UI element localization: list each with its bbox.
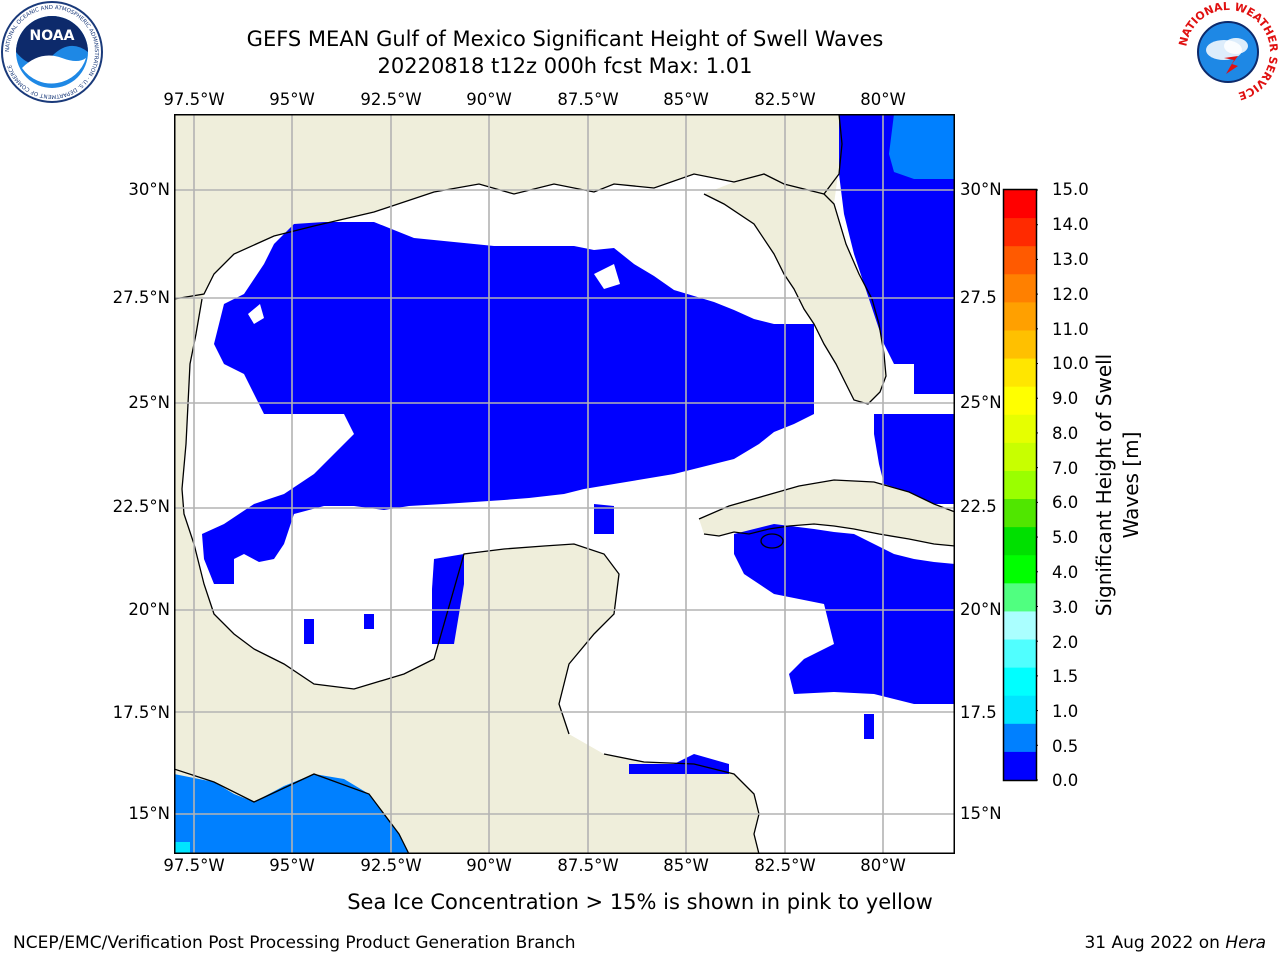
colorbar-segment bbox=[1004, 751, 1036, 781]
colorbar-segment bbox=[1004, 470, 1036, 500]
lat-label: 22.5°N bbox=[112, 497, 170, 516]
colorbar-segment bbox=[1004, 414, 1036, 444]
colorbar-label-line1: Significant Height of Swell bbox=[1092, 353, 1116, 617]
colorbar-tick-label: 0.0 bbox=[1052, 771, 1079, 790]
colorbar-segment bbox=[1004, 723, 1036, 753]
coastlines bbox=[174, 114, 955, 854]
lat-label: 20°N bbox=[128, 600, 170, 619]
colorbar-tick-label: 9.0 bbox=[1052, 389, 1079, 408]
swell-atlantic-high bbox=[889, 114, 955, 179]
colorbar-segment bbox=[1004, 274, 1036, 303]
lon-label: 95°W bbox=[269, 90, 315, 109]
colorbar-segment bbox=[1004, 667, 1036, 697]
colorbar-segment bbox=[1004, 695, 1036, 725]
lon-label: 82.5°W bbox=[754, 856, 816, 875]
colorbar-segment bbox=[1004, 555, 1036, 584]
nws-logo-icon: NATIONAL WEATHER SERVICE bbox=[1176, 0, 1280, 103]
footer-date-text: 31 Aug 2022 on bbox=[1084, 933, 1220, 953]
colorbar-tick-label: 5.0 bbox=[1052, 528, 1079, 547]
lat-label: 25°N bbox=[128, 393, 170, 412]
colorbar-segment bbox=[1004, 583, 1036, 613]
colorbar-segment bbox=[1004, 302, 1036, 332]
colorbar-segment bbox=[1004, 246, 1036, 275]
colorbar-tick-label: 7.0 bbox=[1052, 459, 1079, 478]
colorbar-tick-label: 6.0 bbox=[1052, 493, 1079, 512]
footer-host: Hera bbox=[1225, 933, 1266, 953]
lat-label: 27.5°N bbox=[112, 288, 170, 307]
colorbar-frame bbox=[1002, 188, 1038, 782]
graticule bbox=[174, 114, 955, 854]
colorbar-segment bbox=[1004, 442, 1036, 472]
colorbar-tick-label: 14.0 bbox=[1052, 215, 1089, 234]
lon-label: 97.5°W bbox=[163, 856, 225, 875]
lat-label: 30°N bbox=[960, 180, 1002, 199]
colorbar-label-line2: Waves [m] bbox=[1119, 431, 1143, 539]
lat-label: 17.5°N bbox=[112, 703, 170, 722]
lat-label: 30°N bbox=[128, 180, 170, 199]
lat-label: 15°N bbox=[128, 804, 170, 823]
lat-label: 22.5 bbox=[960, 497, 997, 516]
lon-label: 80°W bbox=[860, 90, 906, 109]
colorbar-tick-label: 11.0 bbox=[1052, 320, 1089, 339]
colorbar-segment bbox=[1004, 527, 1036, 556]
lon-label: 80°W bbox=[860, 856, 906, 875]
colorbar-label: Significant Height of Swell Waves [m] bbox=[1091, 354, 1145, 616]
colorbar-segment bbox=[1004, 330, 1036, 360]
lon-label: 87.5°W bbox=[557, 856, 619, 875]
lat-label: 20°N bbox=[960, 600, 1002, 619]
colorbar-tick-label: 3.0 bbox=[1052, 598, 1079, 617]
colorbar-tick-label: 1.0 bbox=[1052, 702, 1079, 721]
lat-label: 15°N bbox=[960, 804, 1002, 823]
map-plot bbox=[174, 114, 955, 854]
colorbar-segment bbox=[1004, 386, 1036, 416]
colorbar-tick-label: 8.0 bbox=[1052, 424, 1079, 443]
colorbar-tick-label: 13.0 bbox=[1052, 250, 1089, 269]
sea-ice-caption: Sea Ice Concentration > 15% is shown in … bbox=[347, 890, 933, 914]
lon-label: 90°W bbox=[466, 90, 512, 109]
lon-label: 92.5°W bbox=[360, 856, 422, 875]
footer-date: 31 Aug 2022 on Hera bbox=[1084, 933, 1266, 953]
noaa-logo-text: NOAA bbox=[30, 28, 75, 44]
lon-label: 87.5°W bbox=[557, 90, 619, 109]
map-frame bbox=[174, 114, 955, 854]
land-florida bbox=[704, 114, 886, 404]
colorbar-segment bbox=[1004, 218, 1036, 247]
colorbar-tick-label: 15.0 bbox=[1052, 180, 1089, 199]
colorbar bbox=[1002, 188, 1038, 782]
colorbar-segment bbox=[1004, 190, 1036, 219]
lon-label: 90°W bbox=[466, 856, 512, 875]
land-mainland-west bbox=[174, 114, 824, 854]
lon-label: 97.5°W bbox=[163, 90, 225, 109]
colorbar-tick-label: 10.0 bbox=[1052, 354, 1089, 373]
colorbar-segment bbox=[1004, 639, 1036, 669]
lon-label: 92.5°W bbox=[360, 90, 422, 109]
chart-title: GEFS MEAN Gulf of Mexico Significant Hei… bbox=[246, 27, 884, 51]
lon-label: 85°W bbox=[663, 856, 709, 875]
lat-label: 17.5 bbox=[960, 703, 997, 722]
footer-credit: NCEP/EMC/Verification Post Processing Pr… bbox=[13, 933, 576, 953]
colorbar-tick-label: 2.0 bbox=[1052, 633, 1079, 652]
colorbar-tick-label: 4.0 bbox=[1052, 563, 1079, 582]
lat-label: 27.5 bbox=[960, 288, 997, 307]
colorbar-segment bbox=[1004, 499, 1036, 528]
lat-label: 25°N bbox=[960, 393, 1002, 412]
chart-subtitle: 20220818 t12z 000h fcst Max: 1.01 bbox=[377, 54, 753, 78]
lon-label: 82.5°W bbox=[754, 90, 816, 109]
colorbar-tick-label: 0.5 bbox=[1052, 737, 1079, 756]
colorbar-tick-label: 12.0 bbox=[1052, 285, 1089, 304]
colorbar-segment bbox=[1004, 611, 1036, 641]
colorbar-segment bbox=[1004, 358, 1036, 388]
lon-label: 95°W bbox=[269, 856, 315, 875]
lon-label: 85°W bbox=[663, 90, 709, 109]
noaa-logo-icon: NATIONAL OCEANIC AND ATMOSPHERIC ADMINIS… bbox=[1, 1, 103, 103]
colorbar-tick-label: 1.5 bbox=[1052, 667, 1079, 686]
